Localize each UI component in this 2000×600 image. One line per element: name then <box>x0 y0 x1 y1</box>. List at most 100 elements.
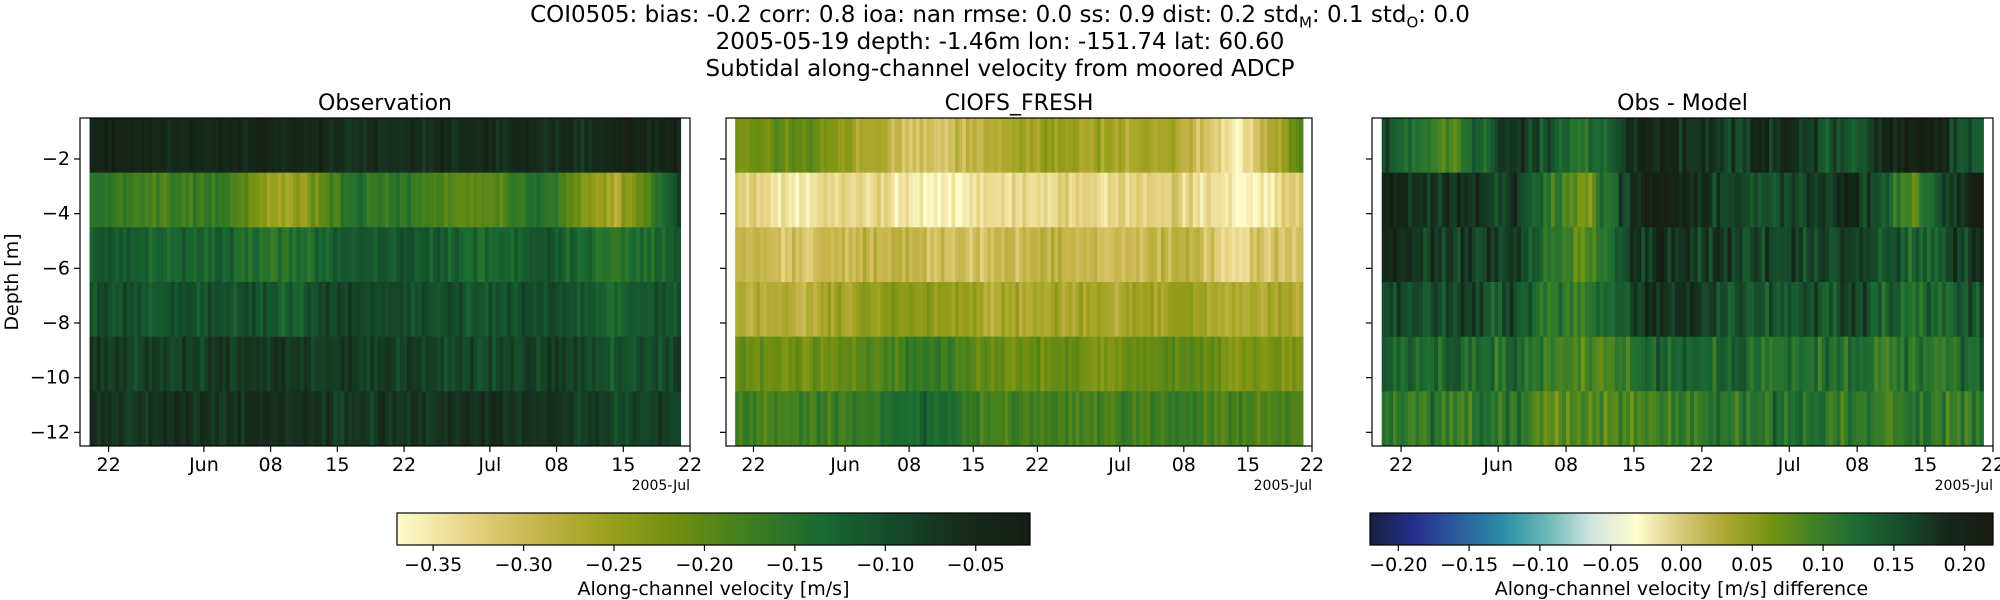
heatmap-cell <box>1629 172 1635 228</box>
heatmap-cell <box>1460 227 1466 283</box>
heatmap-cell <box>1652 172 1657 228</box>
heatmap-cell <box>1228 172 1233 228</box>
heatmap-cell <box>891 336 896 392</box>
heatmap-cell <box>1249 336 1254 392</box>
heatmap-cell <box>1629 118 1635 174</box>
heatmap-cell <box>1862 118 1868 174</box>
heatmap-cell <box>414 172 419 228</box>
heatmap-cell <box>617 172 622 228</box>
heatmap-cell <box>997 118 1002 174</box>
heatmap-cell <box>189 391 194 446</box>
heatmap-cell <box>1652 391 1657 446</box>
heatmap-cell <box>1389 118 1394 174</box>
heatmap-cell <box>855 391 860 446</box>
heatmap-cell <box>96 391 102 446</box>
heatmap-cell <box>281 227 286 283</box>
heatmap-cell <box>407 336 412 392</box>
heatmap-cell <box>1562 227 1567 283</box>
heatmap-cell <box>841 336 846 392</box>
heatmap-cell <box>639 172 645 228</box>
heatmap-cell <box>370 336 375 392</box>
heatmap-cell <box>344 391 349 446</box>
heatmap-cell <box>355 172 360 228</box>
heatmap-cell <box>1058 336 1063 392</box>
heatmap-cell <box>266 391 272 446</box>
heatmap-cell <box>676 227 682 283</box>
heatmap-cell <box>1787 227 1793 283</box>
heatmap-cell <box>636 391 641 446</box>
colorbar-tick-label: −0.10 <box>856 554 914 576</box>
heatmap-cell <box>163 336 168 392</box>
heatmap-cell <box>1772 336 1778 392</box>
heatmap-cell <box>362 282 368 338</box>
heatmap-cell <box>1584 391 1590 446</box>
heatmap-cell <box>1554 172 1560 228</box>
heatmap-cell <box>307 172 312 228</box>
heatmap-cell <box>388 336 393 392</box>
heatmap-cell <box>1923 118 1928 174</box>
heatmap-cell <box>1100 118 1105 174</box>
heatmap-cell <box>1019 391 1024 446</box>
heatmap-cell <box>1573 172 1578 228</box>
heatmap-cell <box>933 336 938 392</box>
heatmap-cell <box>1128 118 1134 174</box>
heatmap-cell <box>311 118 316 174</box>
heatmap-cell <box>1392 172 1398 228</box>
heatmap-cell <box>1678 172 1684 228</box>
heatmap-cell <box>1663 172 1669 228</box>
heatmap-cell <box>784 227 789 283</box>
heatmap-cell <box>1008 391 1013 446</box>
heatmap-cell <box>1847 172 1853 228</box>
heatmap-cell <box>1900 172 1905 228</box>
heatmap-cell <box>869 227 875 283</box>
heatmap-cell <box>1562 336 1567 392</box>
heatmap-cell <box>1686 172 1691 228</box>
heatmap-cell <box>1288 391 1293 446</box>
heatmap-cell <box>650 172 656 228</box>
heatmap-cell <box>1611 118 1616 174</box>
heatmap-cell <box>940 227 946 283</box>
heatmap-cell <box>919 172 924 228</box>
heatmap-cell <box>1483 282 1488 338</box>
heatmap-cell <box>887 336 892 392</box>
heatmap-cell <box>1539 118 1544 174</box>
heatmap-cell <box>1674 391 1680 446</box>
heatmap-cell <box>510 118 515 174</box>
heatmap-cell <box>1772 391 1778 446</box>
heatmap-cell <box>1438 336 1443 392</box>
heatmap-cell <box>1434 282 1439 338</box>
heatmap-cell <box>1930 227 1936 283</box>
heatmap-cell <box>1460 172 1466 228</box>
heatmap-cell <box>1189 336 1194 392</box>
heatmap-cell <box>830 391 836 446</box>
heatmap-cell <box>1874 282 1879 338</box>
heatmap-cell <box>1532 172 1537 228</box>
heatmap-cell <box>311 391 316 446</box>
heatmap-cell <box>410 391 416 446</box>
heatmap-cell <box>742 336 747 392</box>
heatmap-cell <box>536 282 541 338</box>
heatmap-cell <box>1554 227 1560 283</box>
heatmap-cell <box>770 227 775 283</box>
heatmap-cell <box>418 227 423 283</box>
heatmap-cell <box>1438 282 1443 338</box>
heatmap-cell <box>122 118 128 174</box>
heatmap-cell <box>418 336 423 392</box>
heatmap-cell <box>407 172 412 228</box>
heatmap-cell <box>1043 391 1048 446</box>
heatmap-cell <box>1735 336 1740 392</box>
colorbar-tick-label: −0.30 <box>494 554 552 576</box>
heatmap-cell <box>1449 172 1454 228</box>
heatmap-cell <box>1633 118 1638 174</box>
heatmap-cell <box>1893 336 1898 392</box>
heatmap-cell <box>1043 227 1048 283</box>
heatmap-cell <box>1274 391 1279 446</box>
heatmap-cell <box>407 118 412 174</box>
heatmap-cell <box>613 118 619 174</box>
heatmap-cell <box>514 118 519 174</box>
heatmap-cell <box>1288 227 1293 283</box>
heatmap-cell <box>647 118 652 174</box>
heatmap-cell <box>1817 227 1823 283</box>
heatmap-cell <box>211 118 216 174</box>
heatmap-cell <box>1517 172 1522 228</box>
